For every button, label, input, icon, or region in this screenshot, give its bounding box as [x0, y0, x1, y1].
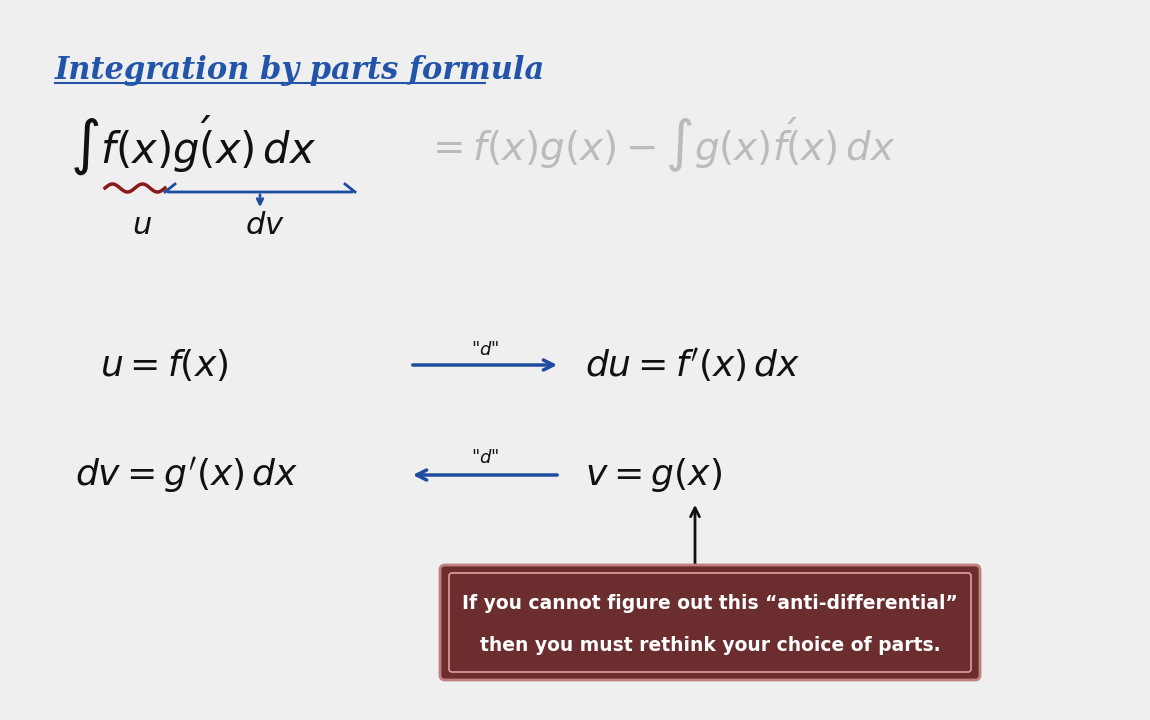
Text: then you must rethink your choice of parts.: then you must rethink your choice of par… [480, 636, 941, 655]
Text: $dv = g'(x)\,dx$: $dv = g'(x)\,dx$ [75, 455, 298, 495]
Text: $v = g(x)$: $v = g(x)$ [585, 456, 722, 494]
Text: If you cannot figure out this “anti-differential”: If you cannot figure out this “anti-diff… [462, 594, 958, 613]
FancyBboxPatch shape [440, 565, 980, 680]
Text: $u$: $u$ [132, 210, 152, 240]
Text: "$d$": "$d$" [470, 449, 499, 467]
Text: $u = f(x)$: $u = f(x)$ [100, 347, 229, 383]
Text: $du = f'(x)\,dx$: $du = f'(x)\,dx$ [585, 346, 800, 384]
Text: Integration by parts formula: Integration by parts formula [55, 55, 545, 86]
Text: $dv$: $dv$ [245, 210, 285, 240]
Text: $= f(x)g(x) - \int g(x)f\'(x)\,dx$: $= f(x)g(x) - \int g(x)f\'(x)\,dx$ [426, 115, 896, 175]
FancyBboxPatch shape [448, 573, 971, 672]
Text: $\int f(x)g\'(x)\,dx$: $\int f(x)g\'(x)\,dx$ [70, 113, 316, 177]
Text: "$d$": "$d$" [470, 341, 499, 359]
